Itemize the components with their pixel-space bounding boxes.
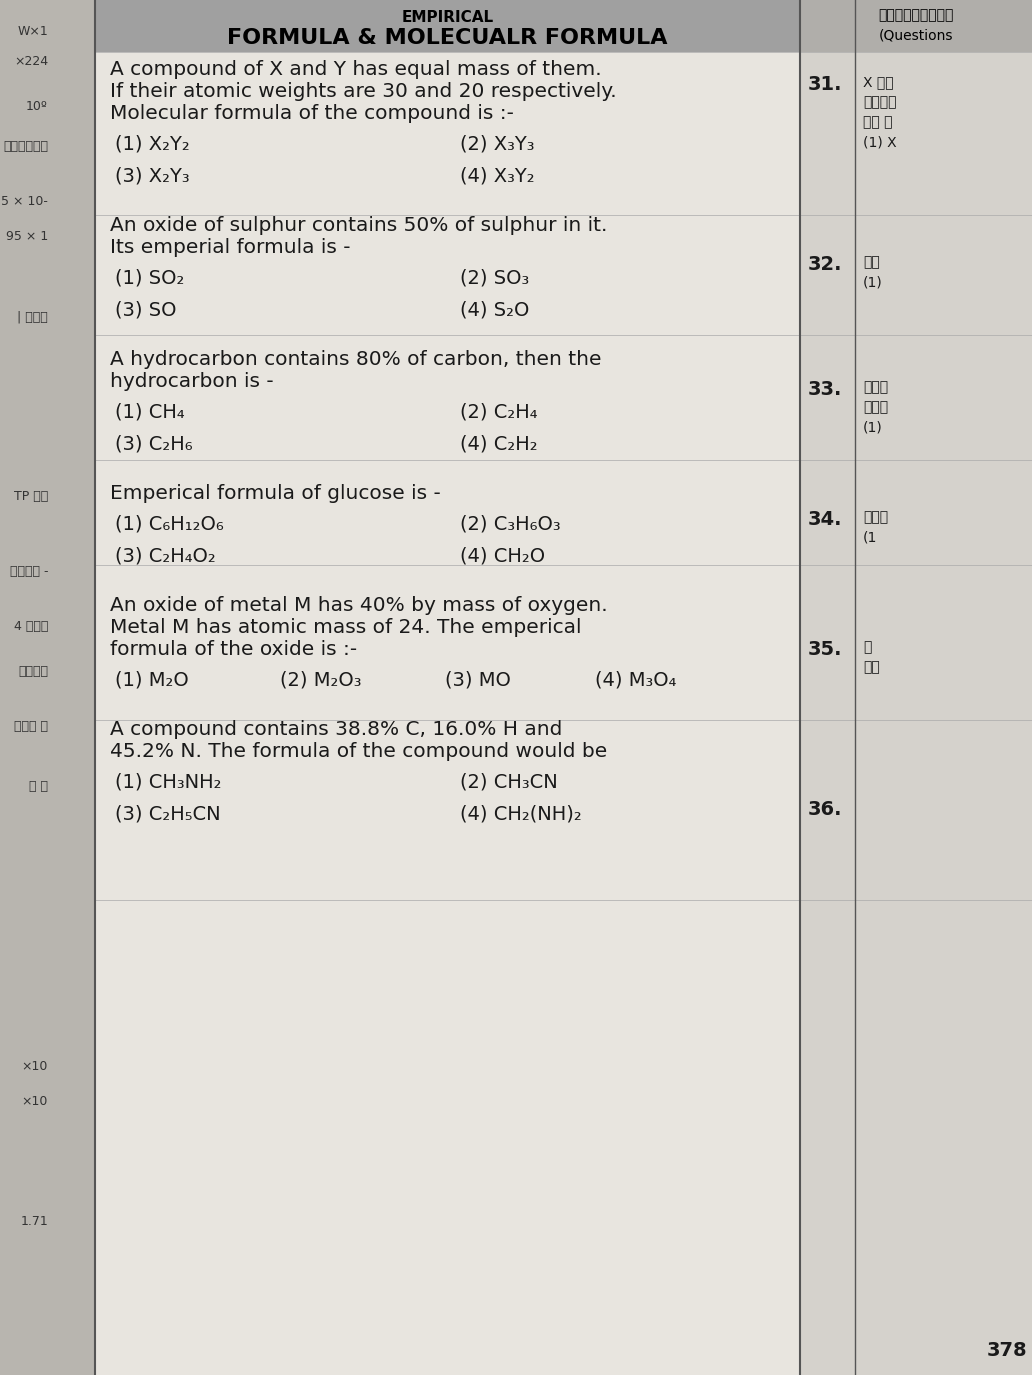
Text: लीटर: लीटर [18, 666, 49, 678]
Text: Metal M has atomic mass of 24. The emperical: Metal M has atomic mass of 24. The emper… [110, 617, 581, 637]
Text: ×10: ×10 [22, 1094, 49, 1108]
Text: | इसक: | इसक [18, 309, 49, 323]
Text: 45.2% N. The formula of the compound would be: 45.2% N. The formula of the compound wou… [110, 742, 607, 760]
Text: A compound contains 38.8% C, 16.0% H and: A compound contains 38.8% C, 16.0% H and [110, 720, 562, 738]
Text: A hydrocarbon contains 80% of carbon, then the: A hydrocarbon contains 80% of carbon, th… [110, 351, 602, 368]
Text: रहेंगे: रहेंगे [3, 140, 49, 153]
Text: 31.: 31. [808, 76, 842, 94]
Text: TP पर: TP पर [13, 490, 49, 503]
Bar [800, 0, 1032, 52]
Bar [800, 0, 1032, 1375]
Text: (3) C₂H₄O₂: (3) C₂H₄O₂ [115, 546, 216, 565]
Text: हो स: हो स [863, 116, 893, 129]
Text: (4) CH₂(NH)₂: (4) CH₂(NH)₂ [460, 804, 582, 824]
Text: (1) SO₂: (1) SO₂ [115, 268, 185, 287]
Bar [0, 0, 95, 1375]
Text: 10º: 10º [26, 100, 49, 113]
Bar [95, 0, 800, 52]
Text: (4) M₃O₄: (4) M₃O₄ [595, 670, 676, 689]
Text: 34.: 34. [808, 510, 842, 529]
Text: परमा: परमा [863, 95, 897, 109]
Text: गैस व: गैस व [14, 720, 49, 733]
Text: Emperical formula of glucose is -: Emperical formula of glucose is - [110, 484, 441, 503]
Text: An oxide of metal M has 40% by mass of oxygen.: An oxide of metal M has 40% by mass of o… [110, 595, 608, 615]
Text: If their atomic weights are 30 and 20 respectively.: If their atomic weights are 30 and 20 re… [110, 82, 617, 100]
Text: (2) C₂H₄: (2) C₂H₄ [460, 402, 538, 421]
Text: (3) C₂H₅CN: (3) C₂H₅CN [115, 804, 221, 824]
Text: (4) S₂O: (4) S₂O [460, 300, 529, 319]
Text: यदि: यदि [863, 380, 889, 395]
Text: ग्ल: ग्ल [863, 510, 889, 524]
Text: (1) CH₃NH₂: (1) CH₃NH₂ [115, 771, 222, 791]
Text: प्रतियोगि: प्रतियोगि [878, 8, 954, 22]
Text: है: है [863, 660, 879, 674]
Bar [95, 0, 800, 1375]
Text: एक: एक [863, 254, 879, 270]
Text: (1) X₂Y₂: (1) X₂Y₂ [115, 133, 190, 153]
Text: formula of the oxide is :-: formula of the oxide is :- [110, 639, 357, 659]
Text: (4) CH₂O: (4) CH₂O [460, 546, 545, 565]
Text: W×1: W×1 [18, 25, 49, 38]
Text: (Questions: (Questions [879, 28, 954, 43]
Text: (3) X₂Y₃: (3) X₂Y₃ [115, 166, 190, 186]
Text: 95 × 1: 95 × 1 [6, 230, 49, 243]
Text: 33.: 33. [808, 380, 842, 399]
Text: 1.71: 1.71 [21, 1216, 49, 1228]
Text: 36.: 36. [808, 800, 842, 820]
Text: (2) X₃Y₃: (2) X₃Y₃ [460, 133, 535, 153]
Text: An oxide of sulphur contains 50% of sulphur in it.: An oxide of sulphur contains 50% of sulp… [110, 216, 608, 235]
Text: Its emperial formula is -: Its emperial formula is - [110, 238, 351, 257]
Text: ×10: ×10 [22, 1060, 49, 1072]
Text: (2) C₃H₆O₃: (2) C₃H₆O₃ [460, 514, 560, 534]
Text: (2) SO₃: (2) SO₃ [460, 268, 529, 287]
Text: 378: 378 [987, 1341, 1027, 1360]
Text: (2) M₂O₃: (2) M₂O₃ [280, 670, 361, 689]
Text: (1) CH₄: (1) CH₄ [115, 402, 185, 421]
Text: EMPIRICAL: EMPIRICAL [401, 10, 493, 25]
Text: (1: (1 [863, 529, 877, 544]
Text: ए: ए [863, 639, 871, 654]
Text: (2) CH₃CN: (2) CH₃CN [460, 771, 557, 791]
Text: hydrocarbon is -: hydrocarbon is - [110, 373, 273, 390]
Text: (1) C₆H₁₂O₆: (1) C₆H₁₂O₆ [115, 514, 224, 534]
Text: FORMULA & MOLECUALR FORMULA: FORMULA & MOLECUALR FORMULA [227, 28, 668, 48]
Text: (4) C₂H₂: (4) C₂H₂ [460, 434, 538, 452]
Text: (3) SO: (3) SO [115, 300, 176, 319]
Text: (4) X₃Y₂: (4) X₃Y₂ [460, 166, 535, 186]
Text: (3) C₂H₆: (3) C₂H₆ [115, 434, 193, 452]
Text: 32.: 32. [808, 254, 842, 274]
Text: (1): (1) [863, 419, 882, 434]
Text: होगा -: होगा - [9, 565, 49, 578]
Text: (1): (1) [863, 275, 882, 289]
Text: Molecular formula of the compound is :-: Molecular formula of the compound is :- [110, 104, 514, 122]
Text: होग: होग [863, 400, 889, 414]
Text: A compound of X and Y has equal mass of them.: A compound of X and Y has equal mass of … [110, 60, 602, 78]
Text: (1) M₂O: (1) M₂O [115, 670, 189, 689]
Text: 4 लीट: 4 लीट [13, 620, 49, 632]
Text: 35.: 35. [808, 639, 842, 659]
Text: ×224: ×224 [13, 55, 49, 67]
Text: (1) X: (1) X [863, 135, 897, 148]
Text: स क: स क [29, 780, 49, 793]
Text: 5 × 10-: 5 × 10- [1, 195, 49, 208]
Text: X तथ: X तथ [863, 76, 894, 89]
Text: (3) MO: (3) MO [445, 670, 511, 689]
